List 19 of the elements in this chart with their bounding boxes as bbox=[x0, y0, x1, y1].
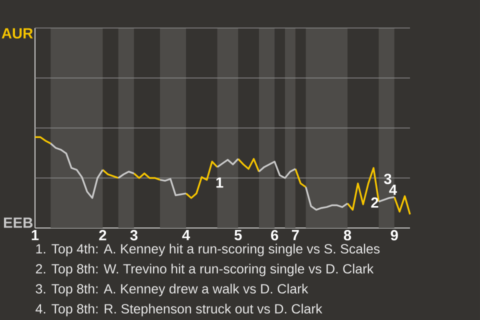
x-tick-label: 7 bbox=[292, 230, 299, 240]
x-tick-label: 3 bbox=[130, 230, 138, 240]
x-tick-label: 5 bbox=[234, 230, 242, 240]
annotation: 4 bbox=[389, 184, 397, 195]
x-tick-label: 2 bbox=[99, 230, 106, 240]
x-tick-label: 6 bbox=[271, 230, 278, 240]
x-tick-label: 4 bbox=[182, 230, 190, 240]
text: 2. Top 8th: W. Trevino hit a run-scoring single vs D. Clark bbox=[36, 264, 374, 276]
text: AUR bbox=[2, 28, 33, 38]
annotation: 1 bbox=[216, 178, 224, 188]
text: 1. Top 4th: A. Kenney hit a run-scoring single vs S. Scales bbox=[36, 244, 380, 256]
annotation: 3 bbox=[384, 174, 392, 184]
text: EEB bbox=[4, 218, 32, 228]
x-tick-label: 8 bbox=[344, 230, 352, 240]
x-tick-label: 1 bbox=[32, 230, 39, 240]
text: 4. Top 8th: R. Stephenson struck out vs D. Clark bbox=[36, 304, 322, 316]
annotation: 2 bbox=[371, 197, 378, 208]
x-tick-label: 9 bbox=[390, 230, 398, 240]
text: 3. Top 8th: A. Kenney drew a walk vs D. Clark bbox=[36, 284, 308, 296]
